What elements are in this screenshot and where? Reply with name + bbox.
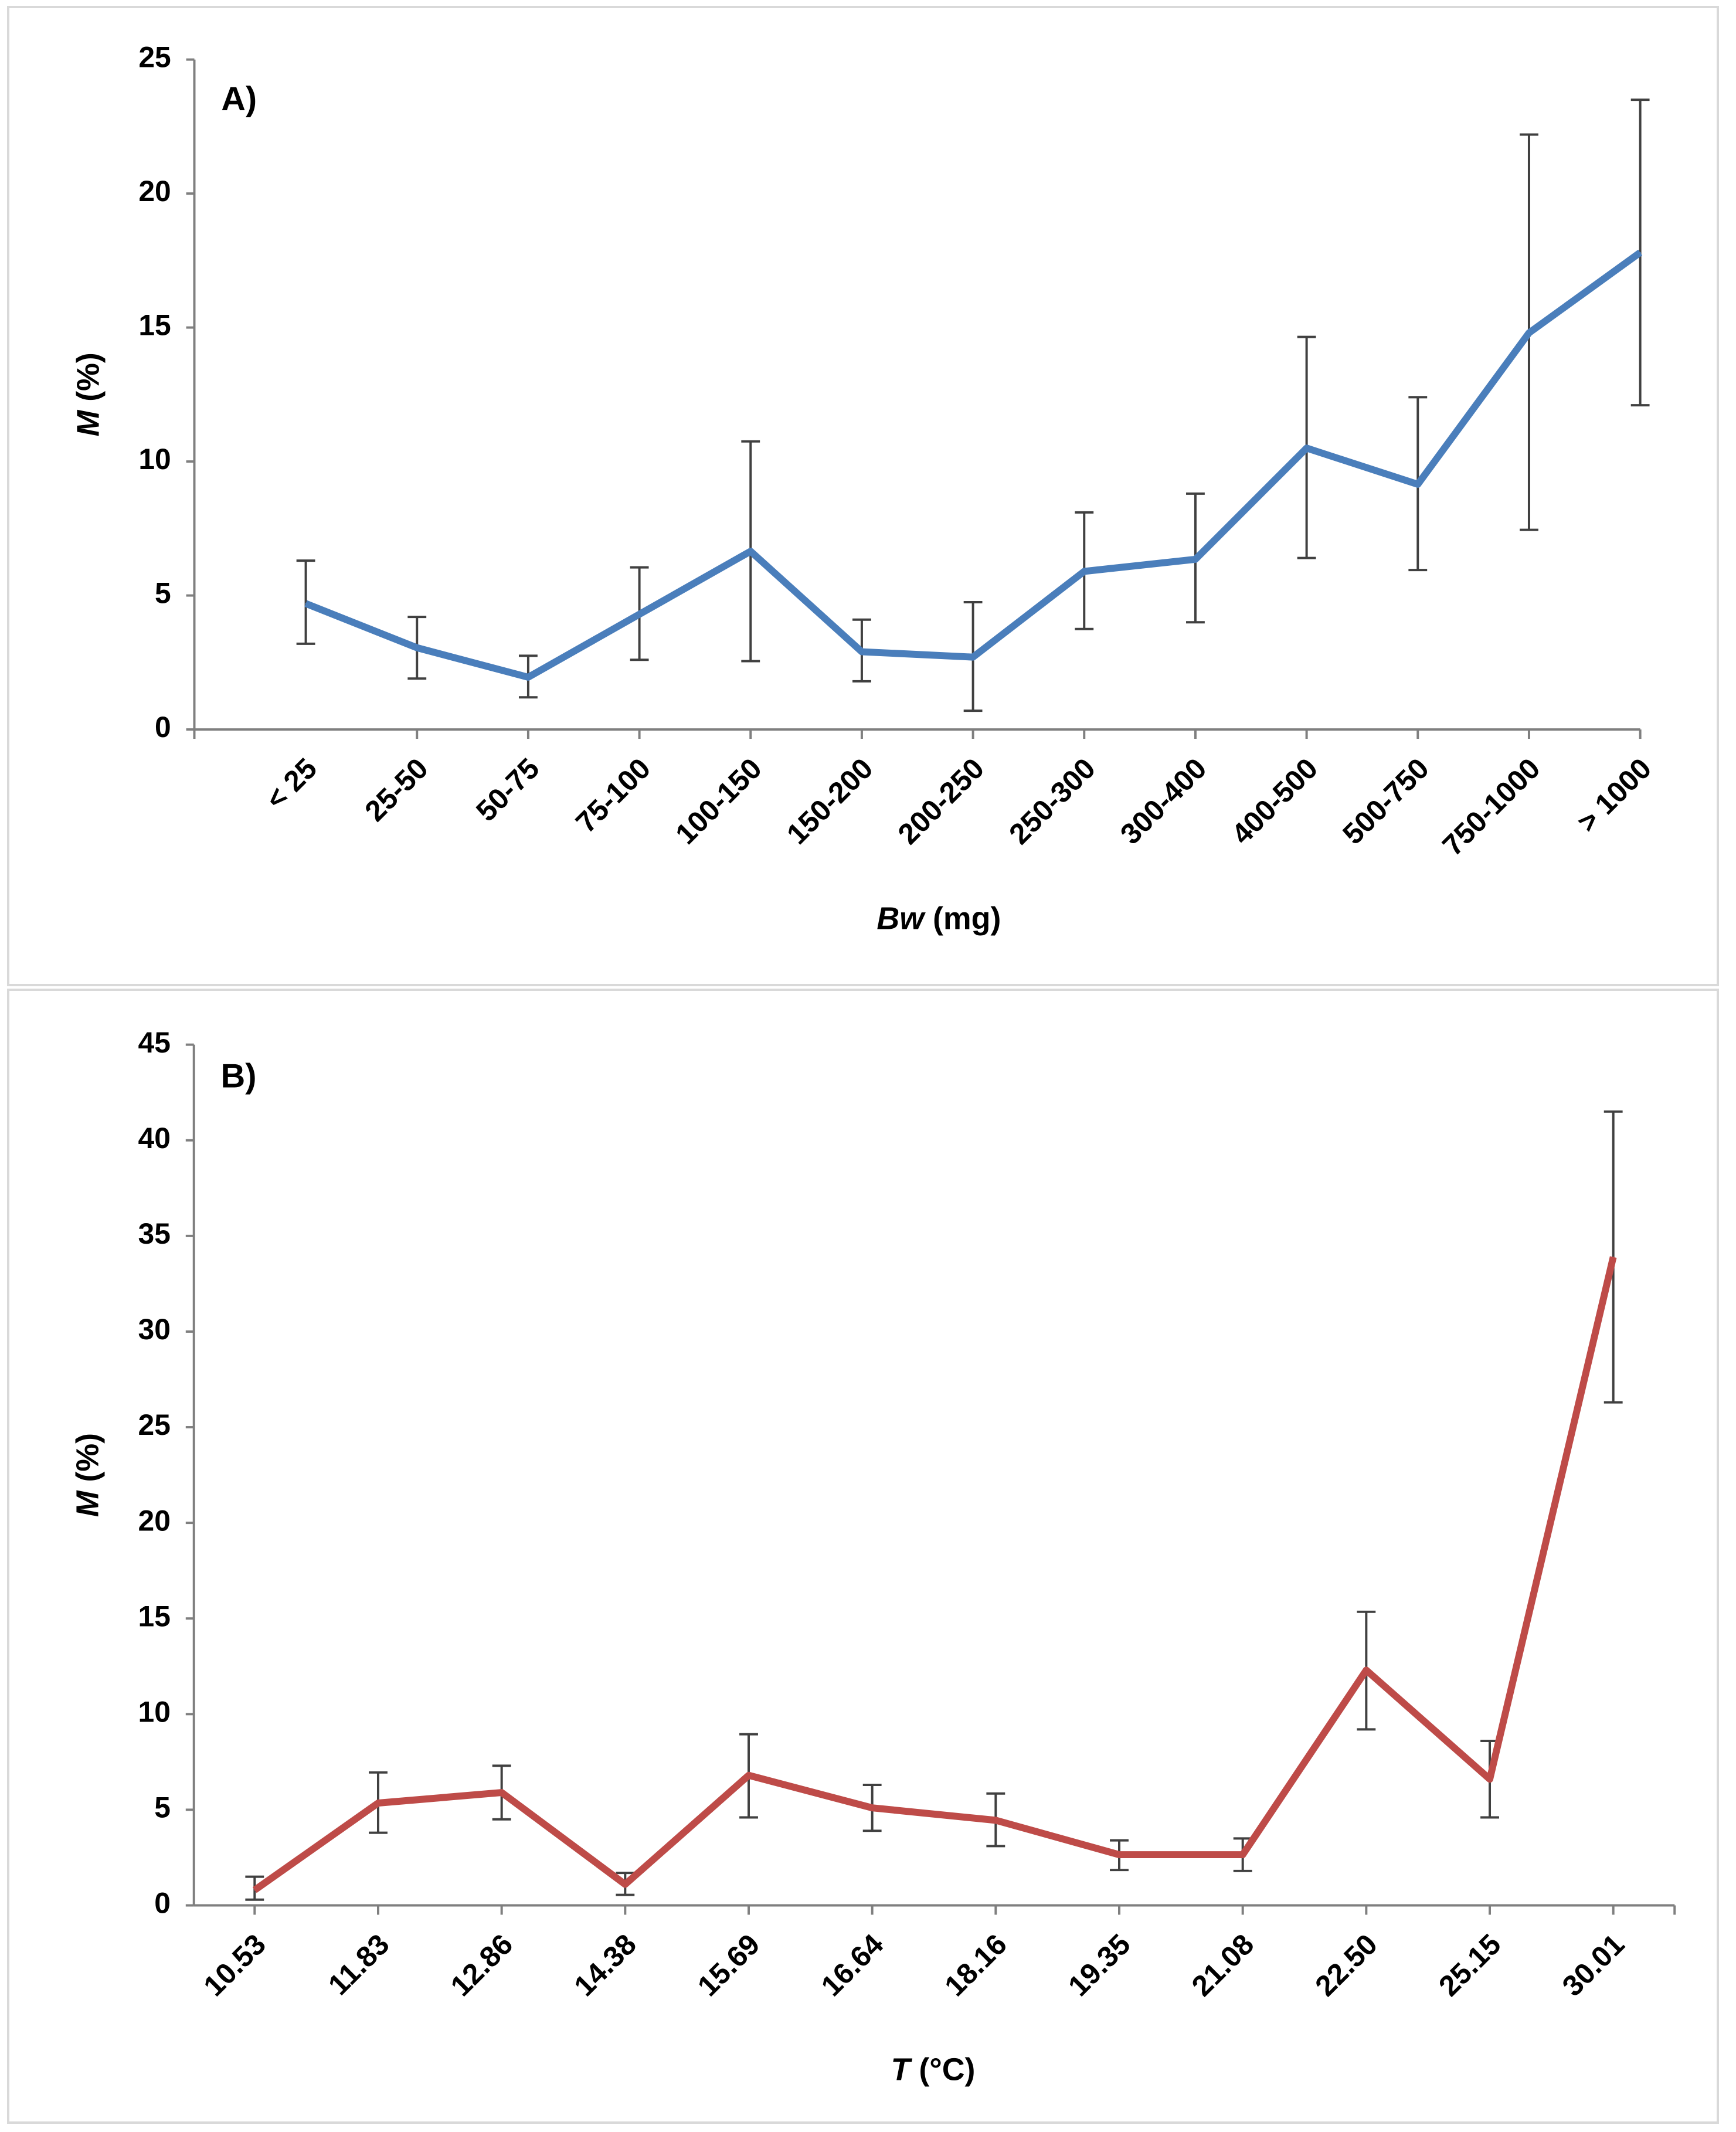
- x-axis-title-rest: (°C): [910, 2052, 975, 2087]
- y-tick-label: 35: [138, 1217, 171, 1250]
- x-tick-label: 22.50: [1309, 1927, 1384, 2002]
- x-axis-title: Bw (mg): [877, 901, 1001, 936]
- data-point: [861, 651, 862, 653]
- y-tick-label: 10: [138, 443, 171, 476]
- x-tick-label: 14.38: [568, 1927, 643, 2002]
- y-tick-label: 0: [155, 711, 171, 744]
- data-point: [750, 551, 752, 552]
- data-point: [305, 603, 307, 605]
- data-point: [1528, 332, 1530, 334]
- y-axis-title-italic: M: [70, 409, 106, 436]
- x-tick-label: 75-100: [569, 752, 657, 839]
- x-axis-title: T (°C): [891, 2052, 976, 2087]
- x-tick-label: 15.69: [691, 1927, 766, 2002]
- data-point: [1365, 1669, 1367, 1671]
- data-point: [1612, 1256, 1614, 1258]
- x-tick-label: 400-500: [1225, 752, 1324, 851]
- data-point: [1083, 571, 1085, 572]
- x-tick-label: 19.35: [1062, 1927, 1137, 2002]
- data-point: [871, 1807, 873, 1809]
- y-tick-label: 10: [138, 1695, 171, 1728]
- x-tick-label: > 1000: [1571, 752, 1657, 838]
- data-point: [748, 1774, 749, 1776]
- data-point: [972, 656, 974, 658]
- y-tick-label: 5: [154, 1791, 171, 1824]
- x-tick-label: 300-400: [1114, 752, 1213, 851]
- chart-a-svg: 0 5 10 15 20 25 < 25 25-50 50-75 75-100 100-150 150…: [70, 41, 1657, 936]
- data-point: [527, 676, 529, 678]
- y-tick-label: 40: [138, 1122, 171, 1155]
- data-point: [254, 1889, 256, 1891]
- data-point: [995, 1819, 997, 1821]
- data-point: [1306, 447, 1307, 449]
- data-point: [1489, 1778, 1491, 1780]
- y-tick-label: 15: [138, 1600, 171, 1632]
- y-axis-title: M (%): [70, 1433, 105, 1517]
- x-tick-label: 25-50: [358, 752, 434, 828]
- x-tick-label: 25.15: [1432, 1927, 1507, 2002]
- x-tick-label: 100-150: [669, 752, 768, 851]
- y-axis-title-rest: (%): [70, 352, 106, 410]
- x-axis-title-italic: T: [891, 2052, 913, 2087]
- data-point: [1242, 1854, 1244, 1856]
- y-tick-label: 30: [138, 1313, 171, 1346]
- x-tick-label: 12.86: [444, 1927, 519, 2002]
- x-tick-label: 150-200: [780, 752, 879, 851]
- data-point: [1417, 483, 1419, 485]
- data-point: [1119, 1854, 1120, 1856]
- x-tick-label: 10.53: [197, 1927, 272, 2002]
- x-tick-label: 30.01: [1556, 1927, 1631, 2002]
- x-tick-label: 500-750: [1336, 752, 1435, 851]
- x-axis-title-rest: (mg): [924, 901, 1001, 936]
- series-line: [252, 1256, 1617, 1893]
- y-tick-label: 25: [138, 41, 171, 74]
- y-tick-label: 15: [138, 309, 171, 342]
- y-axis-title-rest: (%): [70, 1433, 105, 1491]
- x-tick-label: 11.83: [322, 1927, 396, 2001]
- x-tick-label: 16.64: [815, 1927, 890, 2002]
- x-tick-label: < 25: [259, 752, 323, 816]
- data-point: [624, 1883, 626, 1885]
- chart-panel-a: 0 5 10 15 20 25 < 25 25-50 50-75 75-100 100-150 150…: [7, 6, 1719, 986]
- data-point: [377, 1802, 379, 1804]
- y-axis-title-italic: M: [70, 1490, 105, 1517]
- data-point: [1639, 252, 1641, 253]
- y-tick-label: 45: [138, 1026, 171, 1059]
- y-tick-label: 25: [138, 1408, 171, 1441]
- data-point: [638, 613, 640, 615]
- chart-panel-b: 0 5 10 15 20 25 30 35 40 45 10.53 11.83 12.86 14.38 15…: [7, 989, 1719, 2124]
- x-tick-label: 250-300: [1003, 752, 1102, 851]
- panel-label: A): [221, 80, 257, 118]
- y-tick-label: 20: [138, 1504, 171, 1537]
- y-tick-label: 20: [138, 175, 171, 208]
- data-point: [416, 647, 418, 649]
- x-tick-label: 750-1000: [1436, 752, 1546, 862]
- x-axis-title-italic: Bw: [877, 901, 926, 936]
- y-tick-label: 0: [154, 1887, 171, 1920]
- y-axis-title: M (%): [70, 352, 106, 436]
- x-tick-label: 18.16: [938, 1927, 1013, 2002]
- x-tick-label: 21.08: [1185, 1927, 1261, 2002]
- data-point: [501, 1792, 502, 1794]
- panel-label: B): [221, 1057, 257, 1095]
- data-point: [1194, 558, 1196, 560]
- x-tick-label: 200-250: [892, 752, 991, 851]
- y-tick-label: 5: [155, 577, 171, 610]
- x-tick-label: 50-75: [470, 752, 546, 828]
- chart-b-svg: 0 5 10 15 20 25 30 35 40 45 10.53 11.83 12.86 14.38 15…: [70, 1026, 1676, 2087]
